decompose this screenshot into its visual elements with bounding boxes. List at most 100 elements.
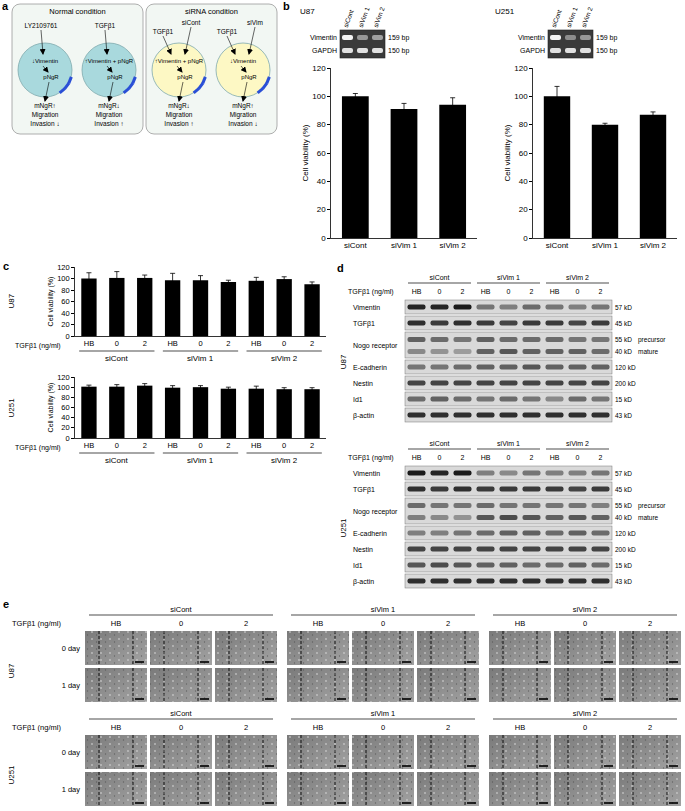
svg-text:0: 0 (381, 619, 385, 628)
svg-text:Vimentin: Vimentin (310, 34, 337, 41)
svg-text:40 kD: 40 kD (615, 348, 632, 355)
svg-text:0: 0 (282, 441, 286, 450)
svg-text:Migration: Migration (96, 111, 123, 119)
svg-text:HB: HB (313, 723, 323, 732)
svg-text:HB: HB (84, 441, 94, 450)
svg-text:43 kD: 43 kD (615, 578, 632, 585)
svg-text:↓Vimentin: ↓Vimentin (32, 58, 58, 64)
svg-text:2: 2 (648, 619, 652, 628)
svg-text:↑Vimentin + pNgR: ↑Vimentin + pNgR (85, 58, 134, 64)
svg-text:b: b (283, 0, 290, 12)
svg-text:siVim 1: siVim 1 (371, 605, 395, 614)
svg-text:20: 20 (519, 205, 528, 214)
svg-text:↑Vimentin + pNgR: ↑Vimentin + pNgR (155, 58, 204, 64)
svg-text:siVim 2: siVim 2 (372, 6, 386, 29)
svg-text:HB: HB (550, 454, 560, 461)
svg-text:Normal condition: Normal condition (49, 7, 105, 16)
svg-text:U87: U87 (7, 293, 16, 308)
svg-text:siVim 1: siVim 1 (391, 241, 418, 250)
svg-text:HB: HB (412, 454, 422, 461)
svg-text:40: 40 (61, 309, 69, 318)
svg-text:Vimentin: Vimentin (353, 470, 380, 477)
svg-text:siVim 2: siVim 2 (566, 440, 589, 447)
svg-text:TGFβ1 (ng/ml): TGFβ1 (ng/ml) (348, 288, 394, 296)
svg-text:siVim 2: siVim 2 (580, 6, 594, 29)
svg-text:15 kD: 15 kD (615, 562, 632, 569)
svg-text:U87: U87 (300, 7, 315, 16)
svg-text:TGFβ1 (ng/ml): TGFβ1 (ng/ml) (348, 454, 394, 462)
svg-text:siVim 1: siVim 1 (497, 440, 520, 447)
svg-text:TGFβ1 (ng/ml): TGFβ1 (ng/ml) (15, 342, 61, 350)
svg-text:a: a (2, 0, 9, 12)
svg-text:0: 0 (438, 454, 442, 461)
svg-text:2: 2 (530, 454, 534, 461)
svg-text:siVim 1: siVim 1 (357, 6, 371, 29)
svg-text:80: 80 (519, 120, 528, 129)
svg-text:β-actin: β-actin (353, 412, 374, 420)
svg-text:siVim 2: siVim 2 (640, 241, 667, 250)
svg-text:40: 40 (61, 413, 69, 422)
svg-text:c: c (3, 260, 9, 272)
svg-text:60: 60 (61, 297, 69, 306)
svg-text:120 kD: 120 kD (615, 530, 636, 537)
svg-text:mNgR↓: mNgR↓ (98, 102, 120, 110)
svg-text:0: 0 (576, 288, 580, 295)
svg-text:precursor: precursor (638, 502, 666, 510)
svg-text:TGFβ1 (ng/ml): TGFβ1 (ng/ml) (12, 619, 61, 628)
svg-text:HB: HB (251, 441, 261, 450)
svg-text:2: 2 (310, 339, 314, 348)
svg-text:0: 0 (507, 454, 511, 461)
svg-text:60: 60 (317, 149, 326, 158)
svg-text:Cell viability (%): Cell viability (%) (47, 277, 55, 327)
svg-text:pNgR: pNgR (177, 74, 193, 80)
svg-text:45 kD: 45 kD (615, 486, 632, 493)
svg-text:mature: mature (638, 348, 659, 355)
svg-text:siRNA condition: siRNA condition (185, 7, 238, 16)
svg-text:siVim: siVim (247, 19, 263, 26)
svg-text:20: 20 (61, 320, 69, 329)
svg-text:TGFβ1: TGFβ1 (353, 486, 375, 494)
svg-text:siCont: siCont (430, 274, 450, 281)
svg-text:HB: HB (412, 288, 422, 295)
svg-text:0: 0 (115, 441, 119, 450)
svg-text:HB: HB (111, 723, 121, 732)
svg-text:TGFβ1 (ng/ml): TGFβ1 (ng/ml) (15, 444, 61, 452)
svg-text:1 day: 1 day (62, 785, 81, 794)
svg-text:0: 0 (198, 339, 202, 348)
svg-text:siCont: siCont (546, 241, 569, 250)
svg-text:57 kD: 57 kD (615, 470, 632, 477)
svg-text:HB: HB (550, 288, 560, 295)
svg-text:U251: U251 (7, 398, 16, 418)
svg-text:siCont: siCont (170, 709, 192, 718)
svg-text:2: 2 (310, 441, 314, 450)
svg-text:Nestin: Nestin (353, 380, 373, 387)
svg-text:0: 0 (321, 234, 326, 243)
svg-text:2: 2 (143, 441, 147, 450)
svg-text:HB: HB (251, 339, 261, 348)
svg-text:HB: HB (515, 723, 525, 732)
svg-text:Invasion ↓: Invasion ↓ (228, 120, 257, 127)
svg-text:80: 80 (61, 286, 69, 295)
svg-text:55 kD: 55 kD (615, 336, 632, 343)
svg-text:LY2109761: LY2109761 (25, 22, 58, 29)
svg-text:150 bp: 150 bp (388, 47, 410, 55)
svg-text:Invasion ↓: Invasion ↓ (30, 120, 59, 127)
svg-text:100: 100 (57, 383, 70, 392)
svg-text:80: 80 (317, 120, 326, 129)
svg-text:pNgR: pNgR (241, 74, 257, 80)
svg-text:Migration: Migration (32, 111, 59, 119)
svg-text:0: 0 (523, 234, 528, 243)
svg-text:siCont: siCont (105, 456, 128, 465)
svg-text:Cell viability (%): Cell viability (%) (503, 124, 512, 181)
svg-text:2: 2 (461, 288, 465, 295)
svg-text:0: 0 (198, 441, 202, 450)
svg-text:siVim 2: siVim 2 (573, 605, 597, 614)
svg-text:2: 2 (244, 619, 248, 628)
svg-text:2: 2 (446, 723, 450, 732)
svg-text:U251: U251 (495, 7, 515, 16)
svg-text:2: 2 (599, 454, 603, 461)
svg-text:HB: HB (111, 619, 121, 628)
svg-text:siVim 2: siVim 2 (271, 456, 298, 465)
svg-text:pNgR: pNgR (43, 74, 59, 80)
svg-text:0: 0 (282, 339, 286, 348)
